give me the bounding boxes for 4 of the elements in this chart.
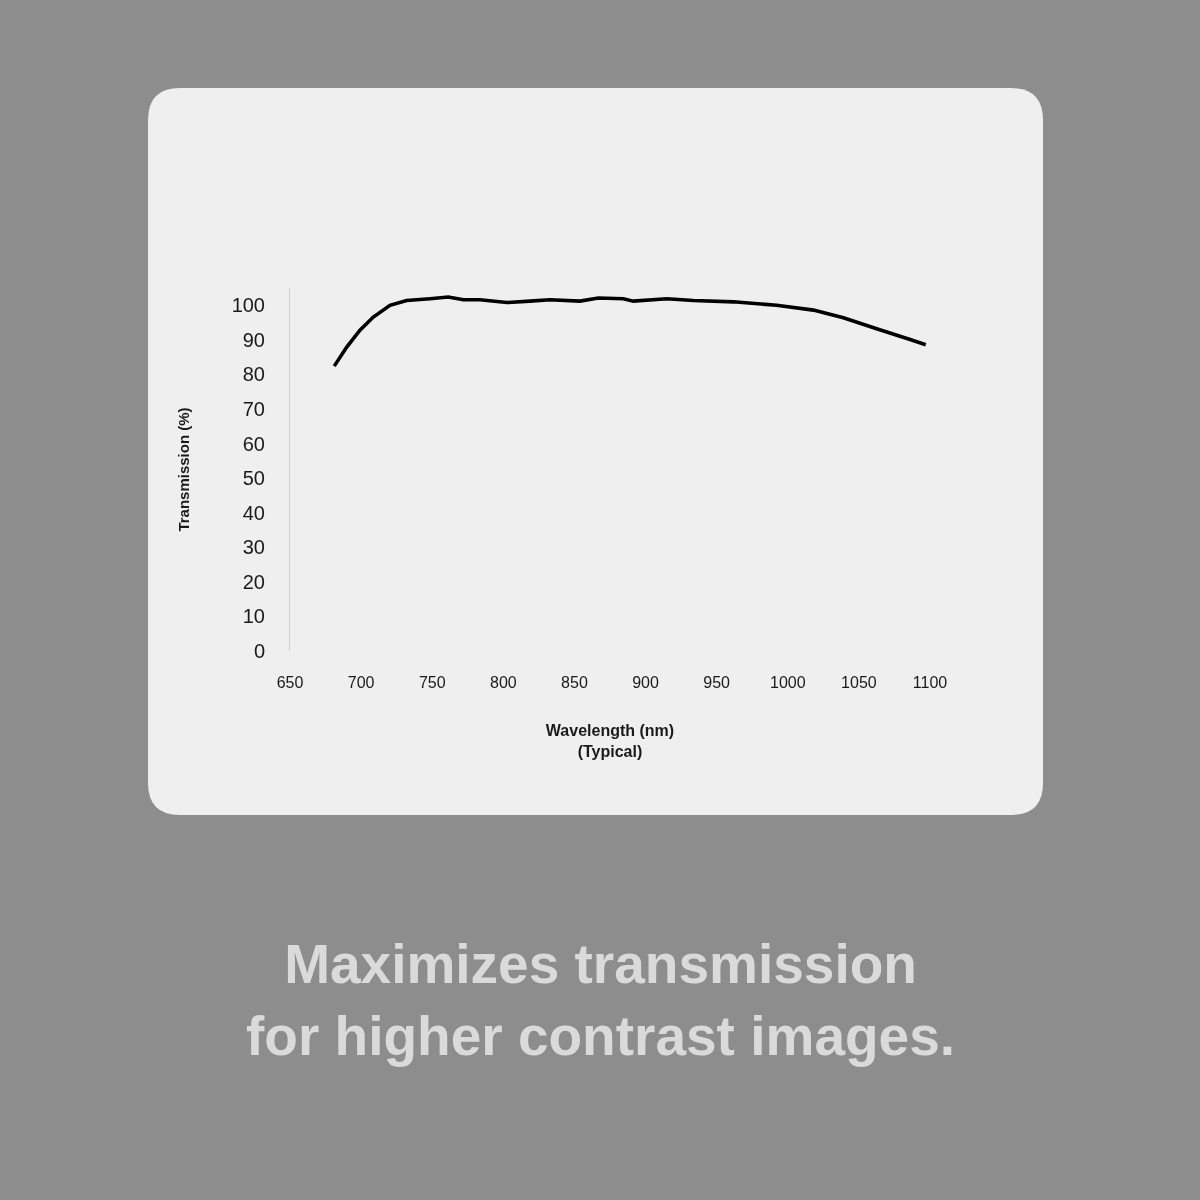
y-tick-label: 90 bbox=[242, 328, 265, 351]
y-tick-label: 100 bbox=[231, 294, 265, 317]
y-tick-label: 80 bbox=[242, 363, 265, 386]
line-series bbox=[332, 295, 928, 368]
